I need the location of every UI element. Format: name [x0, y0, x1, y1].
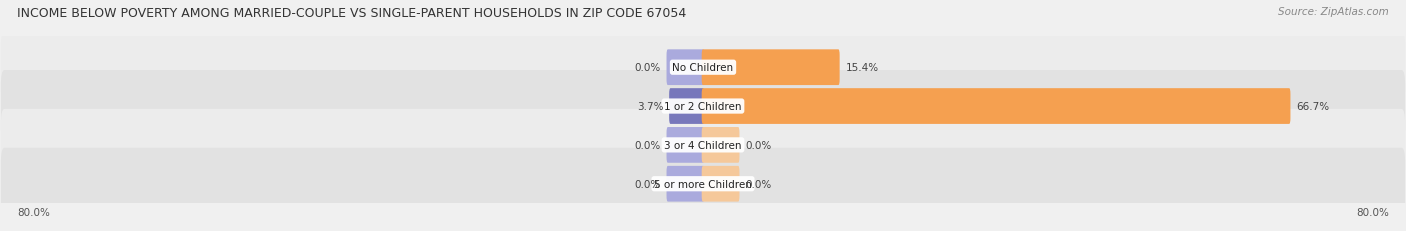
FancyBboxPatch shape: [1, 32, 1405, 104]
Text: INCOME BELOW POVERTY AMONG MARRIED-COUPLE VS SINGLE-PARENT HOUSEHOLDS IN ZIP COD: INCOME BELOW POVERTY AMONG MARRIED-COUPL…: [17, 7, 686, 20]
Text: 0.0%: 0.0%: [634, 63, 661, 73]
FancyBboxPatch shape: [702, 128, 740, 163]
Text: 0.0%: 0.0%: [634, 179, 661, 189]
Text: 15.4%: 15.4%: [845, 63, 879, 73]
FancyBboxPatch shape: [702, 50, 839, 86]
FancyBboxPatch shape: [702, 89, 1291, 124]
FancyBboxPatch shape: [702, 166, 740, 202]
Text: No Children: No Children: [672, 63, 734, 73]
Text: 0.0%: 0.0%: [745, 179, 772, 189]
Text: 66.7%: 66.7%: [1296, 102, 1329, 112]
FancyBboxPatch shape: [666, 166, 704, 202]
FancyBboxPatch shape: [1, 148, 1405, 220]
Text: 5 or more Children: 5 or more Children: [654, 179, 752, 189]
Text: 0.0%: 0.0%: [634, 140, 661, 150]
Text: 0.0%: 0.0%: [745, 140, 772, 150]
Text: 3.7%: 3.7%: [637, 102, 664, 112]
FancyBboxPatch shape: [669, 89, 704, 124]
FancyBboxPatch shape: [1, 109, 1405, 181]
FancyBboxPatch shape: [666, 50, 704, 86]
FancyBboxPatch shape: [1, 71, 1405, 143]
FancyBboxPatch shape: [666, 128, 704, 163]
Text: 80.0%: 80.0%: [17, 207, 49, 218]
Text: 80.0%: 80.0%: [1357, 207, 1389, 218]
Text: Source: ZipAtlas.com: Source: ZipAtlas.com: [1278, 7, 1389, 17]
Text: 3 or 4 Children: 3 or 4 Children: [664, 140, 742, 150]
Text: 1 or 2 Children: 1 or 2 Children: [664, 102, 742, 112]
